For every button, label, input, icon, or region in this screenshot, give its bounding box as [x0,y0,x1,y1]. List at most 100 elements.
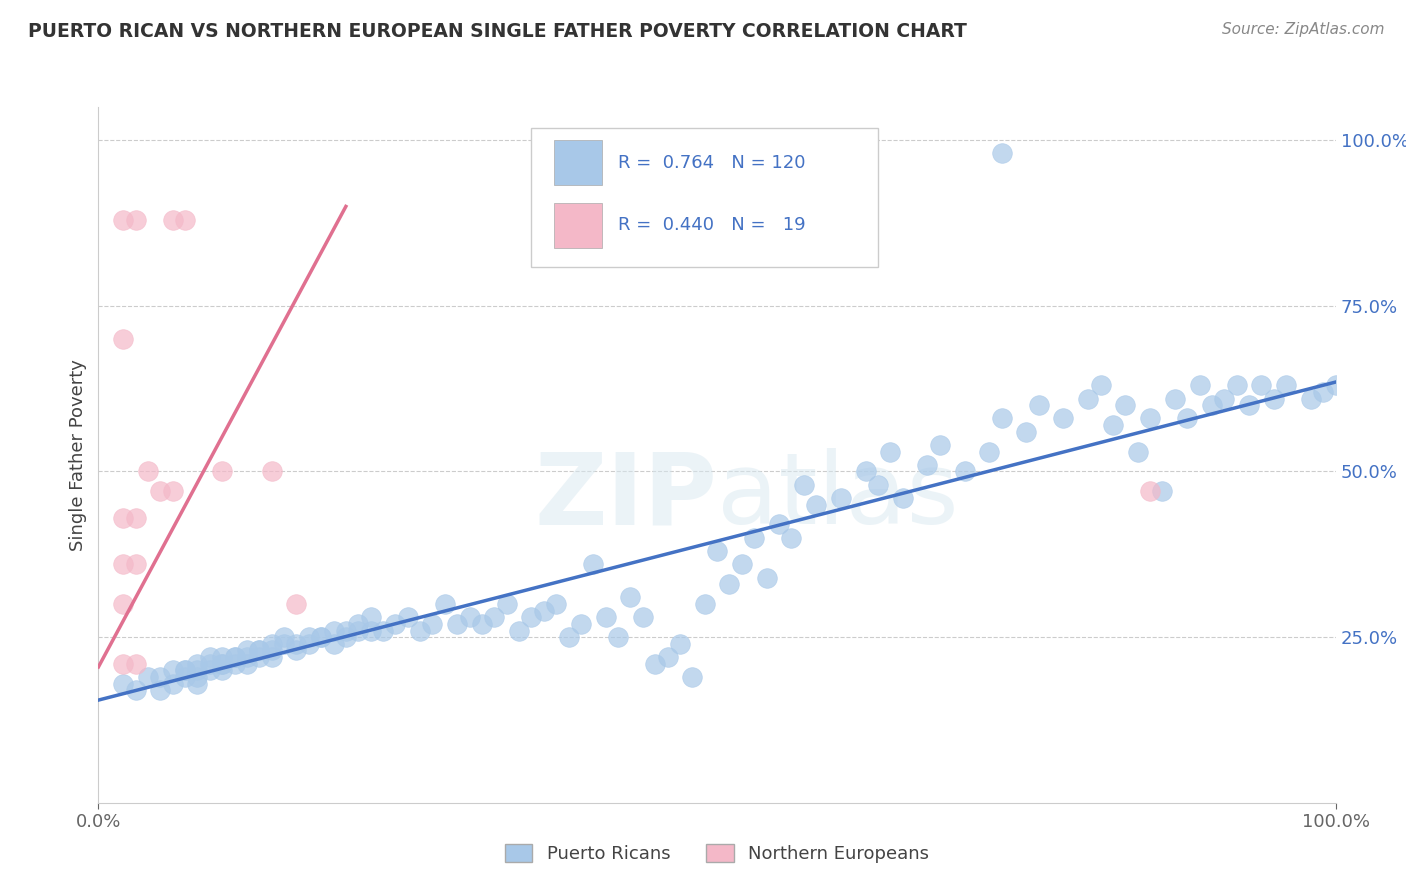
Point [804,498,827,512]
Point [731,558,754,572]
Point [149,670,172,684]
Point [360,624,382,638]
Point [285,597,308,611]
Point [224,650,246,665]
Point [446,616,468,631]
Point [224,657,246,671]
Point [247,650,270,665]
Point [422,616,444,631]
Point [669,637,692,651]
Point [471,616,494,631]
Point [174,663,197,677]
Point [557,630,579,644]
Point [1077,392,1099,406]
Point [384,616,406,631]
Text: PUERTO RICAN VS NORTHERN EUROPEAN SINGLE FATHER POVERTY CORRELATION CHART: PUERTO RICAN VS NORTHERN EUROPEAN SINGLE… [28,22,967,41]
Point [793,477,815,491]
Point [347,616,370,631]
Text: R =  0.440   N =   19: R = 0.440 N = 19 [619,217,806,235]
Point [174,663,197,677]
Point [285,637,308,651]
Point [879,444,901,458]
Point [569,616,592,631]
Point [1312,384,1334,399]
Point [607,630,630,644]
Point [1201,398,1223,412]
Point [928,438,950,452]
Point [112,676,135,690]
Point [174,212,197,227]
Point [1213,392,1236,406]
Point [1152,484,1174,499]
Point [260,465,283,479]
Point [224,650,246,665]
Point [1139,484,1161,499]
Text: Source: ZipAtlas.com: Source: ZipAtlas.com [1222,22,1385,37]
Point [409,624,432,638]
Point [124,558,146,572]
Point [780,531,803,545]
Y-axis label: Single Father Poverty: Single Father Poverty [69,359,87,551]
Point [619,591,641,605]
Point [693,597,716,611]
Point [360,610,382,624]
Point [508,624,530,638]
Point [718,577,741,591]
Point [595,610,617,624]
Point [186,663,208,677]
Point [1324,378,1347,392]
Point [1275,378,1298,392]
Point [322,624,344,638]
Point [533,604,555,618]
Point [136,465,159,479]
Point [112,558,135,572]
FancyBboxPatch shape [554,140,602,185]
Point [236,650,259,665]
Point [917,458,939,472]
Point [953,465,976,479]
Point [742,531,765,545]
Point [112,212,135,227]
Point [1188,378,1211,392]
Point [768,517,790,532]
Point [322,637,344,651]
FancyBboxPatch shape [531,128,877,267]
Point [484,610,506,624]
Point [162,676,184,690]
Point [260,650,283,665]
Point [211,663,233,677]
Point [309,630,332,644]
Point [247,643,270,657]
Point [1175,411,1198,425]
Point [174,670,197,684]
Point [285,643,308,657]
Point [211,650,233,665]
Legend: Puerto Ricans, Northern Europeans: Puerto Ricans, Northern Europeans [498,837,936,871]
Point [211,465,233,479]
Point [1237,398,1260,412]
Point [396,610,419,624]
Point [990,411,1012,425]
Point [990,146,1012,161]
Point [1015,425,1038,439]
Point [1250,378,1272,392]
Point [891,491,914,505]
Point [198,650,221,665]
Text: ZIP: ZIP [534,448,717,545]
Point [335,624,357,638]
Point [247,643,270,657]
Point [335,630,357,644]
Point [1114,398,1136,412]
Point [260,643,283,657]
Point [112,597,135,611]
Point [371,624,394,638]
Point [1090,378,1112,392]
Point [681,670,703,684]
Point [309,630,332,644]
Point [162,663,184,677]
Point [136,670,159,684]
Point [273,630,295,644]
Text: R =  0.764   N = 120: R = 0.764 N = 120 [619,153,806,171]
Point [830,491,852,505]
Point [211,657,233,671]
